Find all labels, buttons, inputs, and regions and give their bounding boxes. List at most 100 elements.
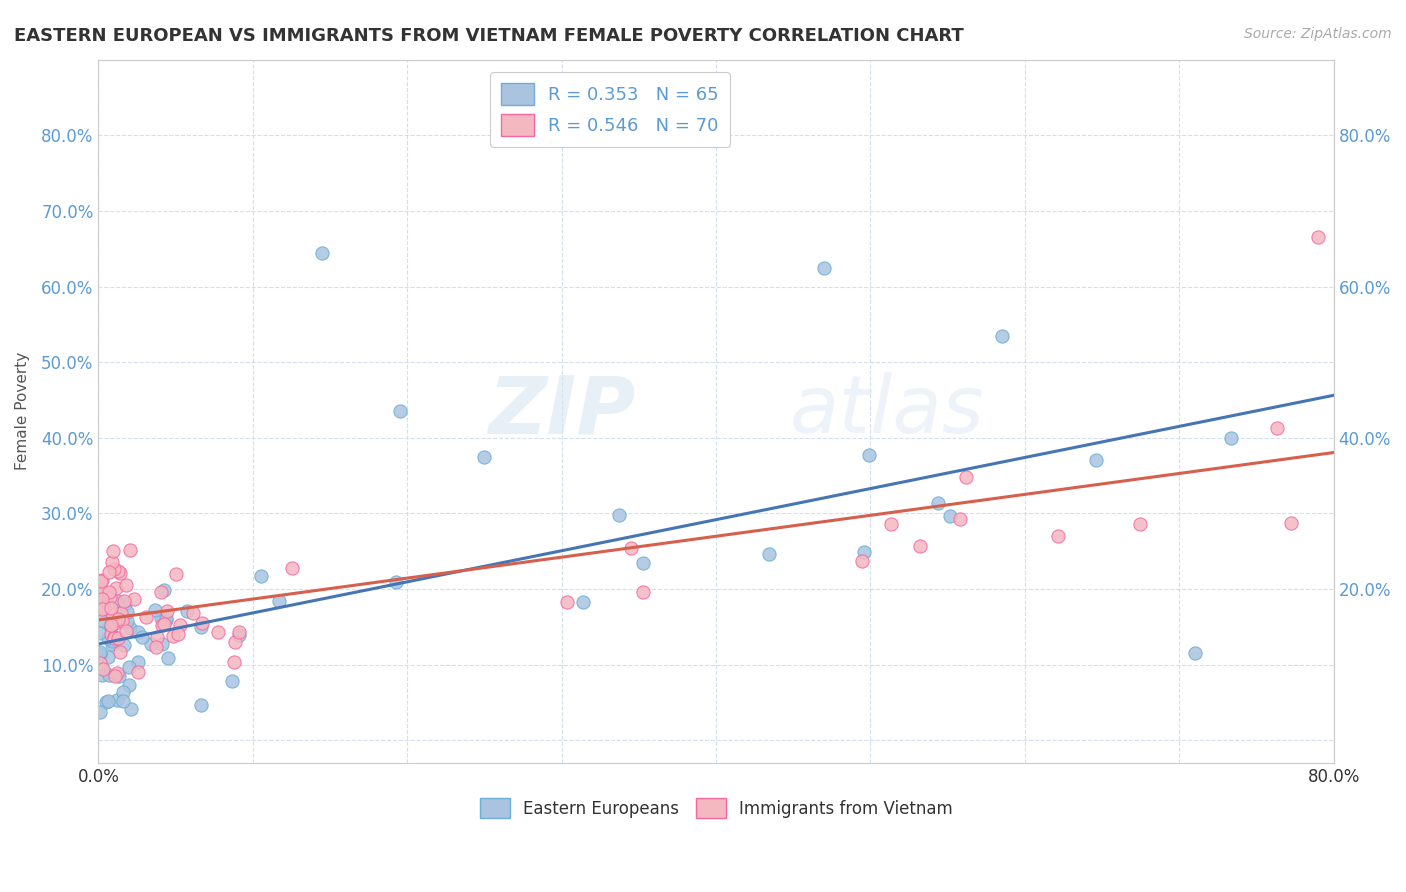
Point: [91, 661, 114, 675]
Point: [1084, 453, 1107, 467]
Point: [98, 566, 121, 580]
Point: [181, 606, 204, 620]
Point: [631, 585, 654, 599]
Point: [97, 667, 120, 681]
Point: [880, 516, 903, 531]
Point: [111, 614, 134, 628]
Point: [100, 627, 122, 641]
Point: [190, 620, 212, 634]
Text: atlas: atlas: [790, 372, 986, 450]
Point: [633, 557, 655, 571]
Point: [131, 631, 153, 645]
Point: [150, 637, 173, 651]
Point: [572, 595, 595, 609]
Point: [93, 601, 115, 615]
Point: [107, 612, 129, 626]
Point: [311, 245, 333, 260]
Point: [1265, 421, 1288, 435]
Point: [191, 615, 214, 630]
Point: [89, 657, 111, 671]
Point: [112, 694, 135, 708]
Point: [619, 541, 641, 556]
Point: [176, 604, 198, 618]
Point: [93, 600, 115, 615]
Point: [228, 624, 250, 639]
Point: [120, 543, 142, 558]
Point: [127, 624, 149, 639]
Point: [97, 650, 120, 665]
Point: [190, 698, 212, 713]
Point: [207, 624, 229, 639]
Point: [146, 630, 169, 644]
Y-axis label: Female Poverty: Female Poverty: [15, 352, 30, 470]
Point: [149, 585, 172, 599]
Point: [118, 660, 141, 674]
Point: [145, 640, 167, 655]
Point: [103, 562, 125, 576]
Point: [143, 603, 166, 617]
Point: [98, 590, 121, 604]
Text: ZIP: ZIP: [488, 372, 636, 450]
Text: Source: ZipAtlas.com: Source: ZipAtlas.com: [1244, 27, 1392, 41]
Point: [117, 678, 139, 692]
Point: [107, 594, 129, 608]
Point: [150, 618, 173, 632]
Point: [851, 554, 873, 568]
Point: [110, 566, 132, 580]
Point: [90, 592, 112, 607]
Point: [112, 638, 135, 652]
Point: [101, 637, 124, 651]
Point: [114, 624, 136, 638]
Point: [555, 595, 578, 609]
Point: [149, 611, 172, 625]
Text: EASTERN EUROPEAN VS IMMIGRANTS FROM VIETNAM FEMALE POVERTY CORRELATION CHART: EASTERN EUROPEAN VS IMMIGRANTS FROM VIET…: [14, 27, 963, 45]
Point: [101, 555, 124, 569]
Point: [107, 564, 129, 578]
Point: [114, 593, 136, 607]
Point: [758, 547, 780, 561]
Point: [108, 645, 131, 659]
Point: [104, 582, 127, 596]
Point: [250, 569, 273, 583]
Point: [108, 669, 131, 683]
Point: [90, 668, 112, 682]
Point: [90, 582, 112, 597]
Point: [120, 701, 142, 715]
Point: [91, 599, 114, 613]
Point: [858, 448, 880, 462]
Point: [162, 629, 184, 643]
Point: [228, 628, 250, 642]
Point: [104, 615, 127, 630]
Point: [87, 626, 110, 640]
Point: [98, 617, 121, 632]
Point: [388, 404, 411, 418]
Point: [156, 604, 179, 618]
Point: [118, 621, 141, 635]
Point: [115, 606, 138, 620]
Point: [1129, 516, 1152, 531]
Point: [89, 648, 111, 662]
Point: [101, 634, 124, 648]
Point: [89, 645, 111, 659]
Point: [1184, 647, 1206, 661]
Point: [89, 574, 111, 588]
Point: [105, 693, 128, 707]
Point: [97, 631, 120, 645]
Point: [141, 637, 163, 651]
Point: [97, 694, 120, 708]
Point: [153, 583, 176, 598]
Point: [908, 539, 931, 553]
Point: [114, 597, 136, 611]
Point: [103, 631, 125, 645]
Point: [89, 705, 111, 719]
Point: [155, 611, 177, 625]
Point: [111, 685, 134, 699]
Point: [90, 574, 112, 588]
Point: [281, 561, 304, 575]
Point: [167, 627, 190, 641]
Point: [165, 566, 187, 581]
Point: [385, 575, 408, 590]
Point: [156, 650, 179, 665]
Point: [127, 656, 149, 670]
Point: [122, 591, 145, 606]
